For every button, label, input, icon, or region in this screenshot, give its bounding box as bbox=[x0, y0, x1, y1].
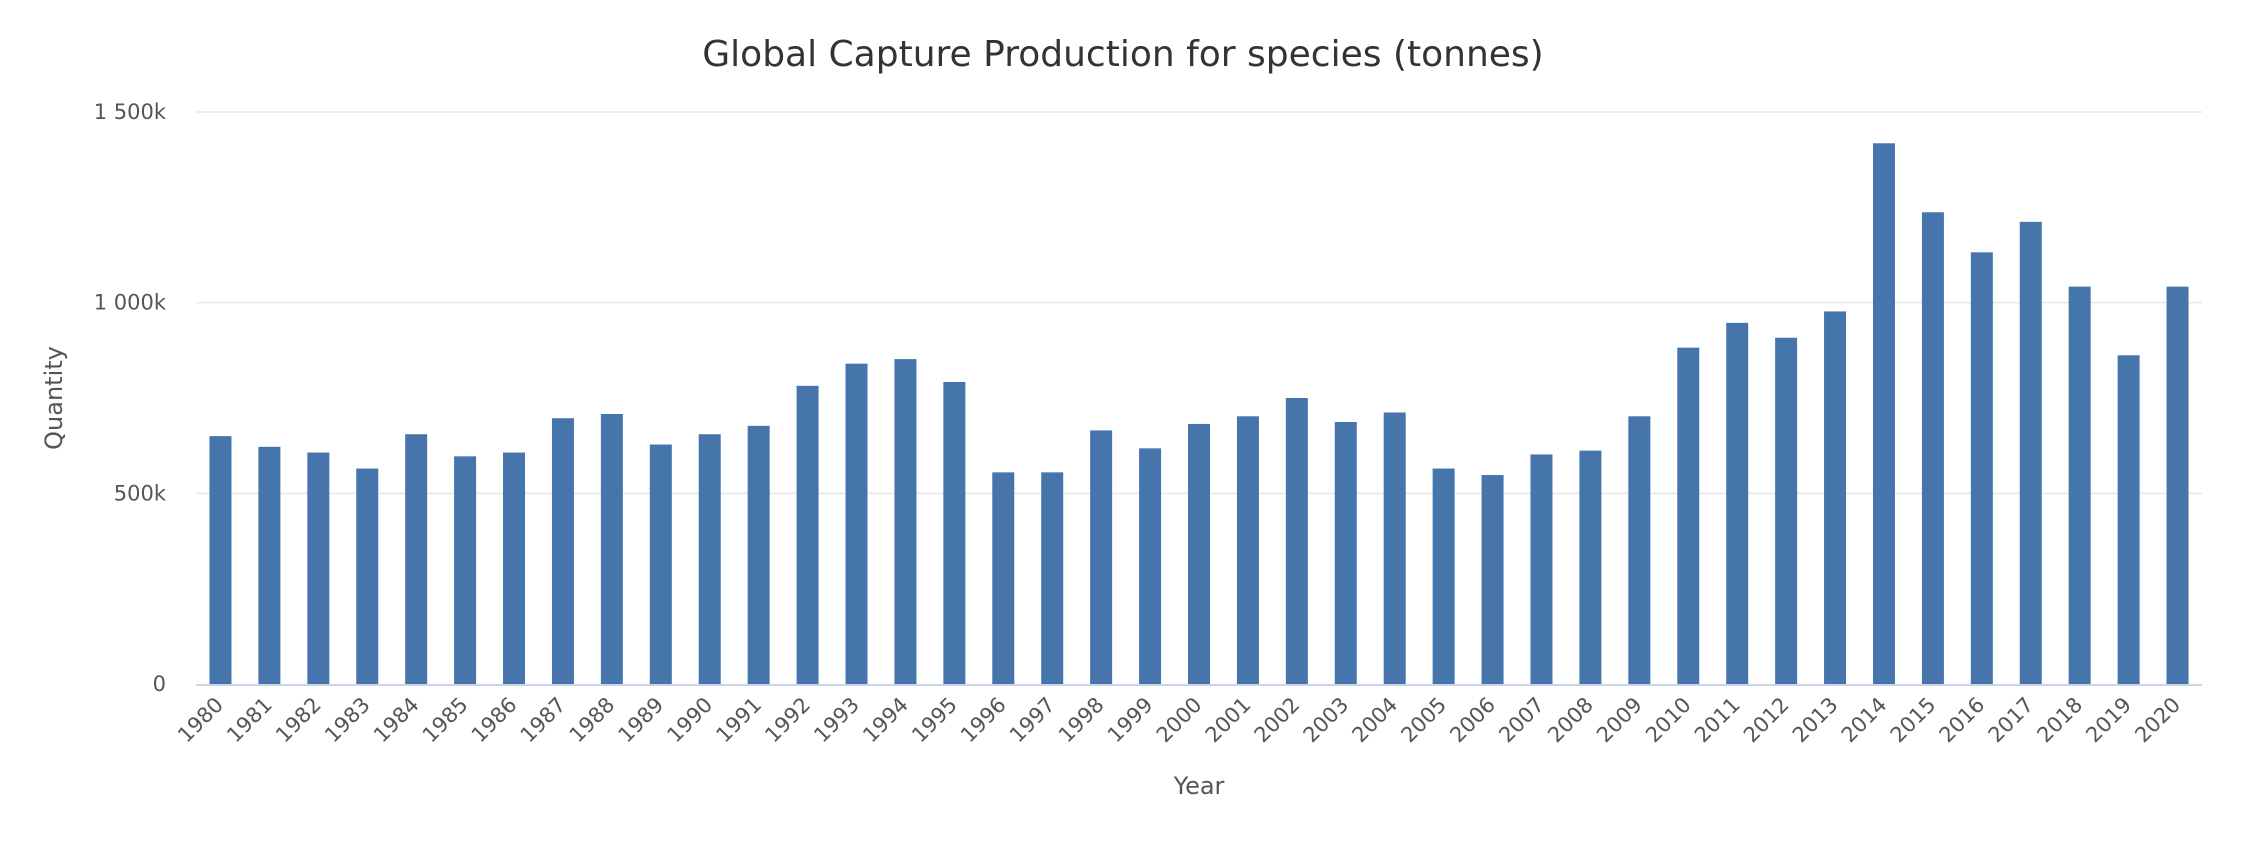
bar-1988[interactable] bbox=[600, 414, 623, 684]
bar-2007[interactable] bbox=[1530, 454, 1553, 684]
bar-1989[interactable] bbox=[649, 444, 672, 684]
x-tick-label: 1981 bbox=[222, 693, 277, 748]
bar-1982[interactable] bbox=[307, 452, 330, 684]
bar-2005[interactable] bbox=[1432, 468, 1455, 684]
x-tick-label: 2012 bbox=[1739, 693, 1794, 748]
y-tick-label: 1 500k bbox=[94, 100, 167, 124]
bar-2006[interactable] bbox=[1481, 475, 1504, 684]
bar-2015[interactable] bbox=[1921, 212, 1944, 685]
x-tick-label: 2007 bbox=[1494, 693, 1549, 748]
bar-2009[interactable] bbox=[1628, 416, 1651, 684]
x-tick-label: 2006 bbox=[1445, 693, 1500, 748]
bar-2008[interactable] bbox=[1579, 450, 1602, 684]
x-tick-label: 1986 bbox=[467, 693, 522, 748]
x-tick-label: 2010 bbox=[1641, 693, 1696, 748]
x-tick-label: 1994 bbox=[858, 693, 913, 748]
bar-2017[interactable] bbox=[2019, 221, 2042, 684]
x-tick-label: 1991 bbox=[711, 693, 766, 748]
x-tick-label: 2011 bbox=[1690, 693, 1745, 748]
y-axis-ticks: 0 500k 1 000k 1 500k bbox=[94, 100, 167, 696]
x-tick-label: 2001 bbox=[1201, 693, 1256, 748]
x-tick-label: 1982 bbox=[271, 693, 326, 748]
bar-2019[interactable] bbox=[2117, 355, 2140, 684]
x-tick-label: 1995 bbox=[907, 693, 962, 748]
x-tick-label: 1988 bbox=[565, 693, 620, 748]
bar-2014[interactable] bbox=[1872, 143, 1895, 684]
y-tick-label: 1 000k bbox=[94, 291, 167, 315]
x-tick-label: 1999 bbox=[1103, 693, 1158, 748]
y-tick-label: 0 bbox=[153, 672, 166, 696]
x-axis-ticks: 1980198119821983198419851986198719881989… bbox=[173, 693, 2185, 748]
bar-2020[interactable] bbox=[2166, 286, 2189, 684]
x-tick-label: 1983 bbox=[320, 693, 375, 748]
bar-2012[interactable] bbox=[1775, 337, 1798, 684]
x-tick-label: 1985 bbox=[418, 693, 473, 748]
x-tick-label: 2017 bbox=[1984, 693, 2039, 748]
bar-1998[interactable] bbox=[1090, 430, 1113, 684]
bar-2016[interactable] bbox=[1970, 252, 1993, 684]
bar-1992[interactable] bbox=[796, 385, 819, 684]
bar-1996[interactable] bbox=[992, 472, 1015, 684]
x-tick-label: 2008 bbox=[1543, 693, 1598, 748]
x-tick-label: 2019 bbox=[2081, 693, 2136, 748]
bar-1986[interactable] bbox=[503, 452, 526, 684]
bar-2013[interactable] bbox=[1824, 311, 1847, 684]
x-tick-label: 2003 bbox=[1299, 693, 1354, 748]
x-tick-label: 2016 bbox=[1935, 693, 1990, 748]
y-axis-label: Quantity bbox=[40, 346, 68, 450]
x-tick-label: 1997 bbox=[1005, 693, 1060, 748]
x-tick-label: 2002 bbox=[1250, 693, 1305, 748]
x-tick-label: 1996 bbox=[956, 693, 1011, 748]
x-tick-label: 2020 bbox=[2130, 693, 2185, 748]
x-tick-label: 2013 bbox=[1788, 693, 1843, 748]
x-tick-label: 2004 bbox=[1347, 693, 1402, 748]
bar-1987[interactable] bbox=[551, 418, 574, 684]
x-tick-label: 2000 bbox=[1152, 693, 1207, 748]
bar-2000[interactable] bbox=[1188, 423, 1210, 684]
x-tick-label: 1980 bbox=[173, 693, 228, 748]
x-tick-label: 1989 bbox=[614, 693, 669, 748]
chart-title: Global Capture Production for species (t… bbox=[702, 34, 1543, 75]
x-axis-label: Year bbox=[1173, 772, 1225, 800]
bar-1997[interactable] bbox=[1041, 472, 1064, 684]
bar-1991[interactable] bbox=[747, 425, 770, 684]
bar-1981[interactable] bbox=[258, 446, 281, 684]
x-tick-label: 1984 bbox=[369, 693, 424, 748]
x-tick-label: 1998 bbox=[1054, 693, 1109, 748]
x-tick-label: 2009 bbox=[1592, 693, 1647, 748]
bar-1985[interactable] bbox=[454, 456, 477, 684]
x-tick-label: 1993 bbox=[809, 693, 864, 748]
y-tick-label: 500k bbox=[114, 481, 167, 505]
bar-1983[interactable] bbox=[356, 468, 379, 684]
bar-1980[interactable] bbox=[209, 436, 232, 684]
bar-1984[interactable] bbox=[405, 434, 428, 684]
bar-1990[interactable] bbox=[698, 434, 721, 684]
x-tick-label: 1992 bbox=[760, 693, 815, 748]
bar-1994[interactable] bbox=[894, 359, 917, 684]
bar-2002[interactable] bbox=[1285, 398, 1308, 684]
x-tick-label: 1987 bbox=[516, 693, 571, 748]
bar-2011[interactable] bbox=[1726, 322, 1749, 684]
bar-1993[interactable] bbox=[845, 363, 868, 684]
bar-2010[interactable] bbox=[1677, 347, 1700, 684]
bar-2001[interactable] bbox=[1236, 416, 1259, 684]
bar-2004[interactable] bbox=[1383, 412, 1406, 684]
bars bbox=[209, 143, 2189, 685]
x-tick-label: 2005 bbox=[1396, 693, 1451, 748]
x-tick-label: 1990 bbox=[662, 693, 717, 748]
bar-1995[interactable] bbox=[943, 381, 966, 684]
bar-1999[interactable] bbox=[1139, 448, 1162, 684]
x-tick-label: 2018 bbox=[2032, 693, 2087, 748]
x-tick-label: 2015 bbox=[1886, 693, 1941, 748]
bar-2003[interactable] bbox=[1334, 422, 1357, 684]
bar-2018[interactable] bbox=[2068, 286, 2091, 684]
x-tick-label: 2014 bbox=[1837, 693, 1892, 748]
